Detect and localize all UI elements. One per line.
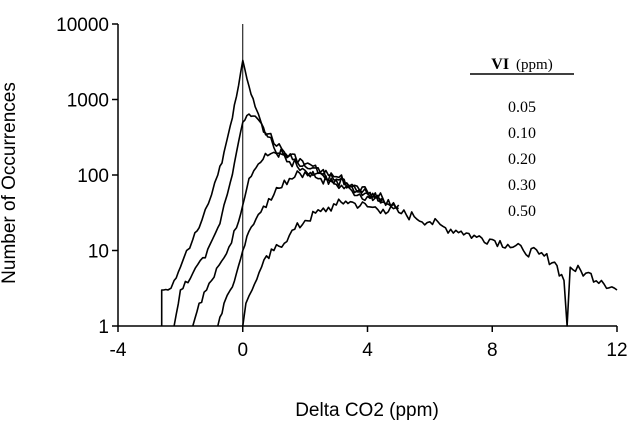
legend-entry: 0.50: [508, 203, 536, 220]
y-tick-label: 10000: [56, 15, 109, 36]
series-line: [217, 170, 384, 327]
series-line: [160, 59, 399, 326]
series-line: [173, 113, 400, 327]
y-tick-label: 10: [88, 242, 109, 263]
x-tick-label: -4: [110, 340, 127, 361]
x-tick-label: 8: [487, 340, 498, 361]
y-tick-label: 100: [77, 166, 109, 187]
y-axis-title: Number of Occurrences: [0, 82, 20, 284]
x-tick-label: 4: [362, 340, 373, 361]
legend-entry: 0.30: [508, 177, 536, 194]
series-line: [192, 148, 384, 327]
legend-title-unit: (ppm): [516, 57, 553, 73]
x-tick-label: 12: [606, 340, 627, 361]
x-axis-title: Delta CO2 (ppm): [295, 400, 439, 421]
series-layer: [160, 59, 618, 327]
legend-title: VI (ppm): [491, 56, 552, 73]
legend-entry: 0.10: [508, 125, 536, 142]
x-tick-label: 0: [237, 340, 248, 361]
legend: VI (ppm) 0.05 0.10 0.20 0.30 0.50: [470, 56, 574, 220]
legend-title-label: VI: [491, 56, 509, 73]
series-line: [242, 198, 618, 327]
legend-entry: 0.05: [508, 99, 536, 116]
y-tick-label: 1: [98, 317, 109, 338]
legend-items: 0.05 0.10 0.20 0.30 0.50: [508, 99, 536, 220]
y-tick-label: 1000: [67, 91, 109, 112]
axes: -4 0 4 8 12 1 10 100 1000 10000: [56, 15, 627, 361]
legend-entry: 0.20: [508, 151, 536, 168]
